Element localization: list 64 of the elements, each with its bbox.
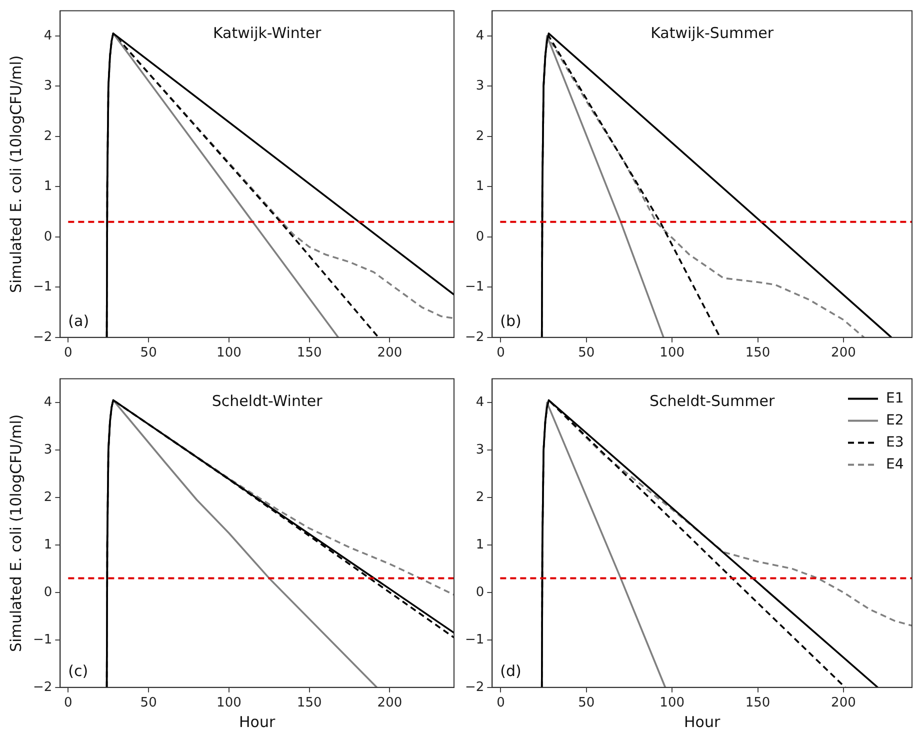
annotation: (a) xyxy=(68,312,90,330)
x-tick-label: 200 xyxy=(831,696,856,711)
x-tick-label: 100 xyxy=(660,346,685,361)
annotation: (c) xyxy=(68,662,88,680)
y-tick-label: −2 xyxy=(464,680,484,695)
y-tick-label: 4 xyxy=(476,394,484,410)
x-tick-label: 200 xyxy=(831,346,856,361)
x-tick-label: 50 xyxy=(140,696,157,711)
legend-label: E4 xyxy=(886,456,904,472)
x-tick-label: 0 xyxy=(64,346,72,361)
text: Katwijk-Summer xyxy=(650,24,774,42)
y-tick-label: 4 xyxy=(476,28,484,44)
y-tick-label: 0 xyxy=(44,229,52,244)
annotation: (d) xyxy=(500,662,522,680)
y-tick-label: 2 xyxy=(44,128,52,144)
annotation: (b) xyxy=(500,312,522,330)
x-tick-label: 0 xyxy=(496,346,505,361)
y-tick-label: −2 xyxy=(32,330,52,345)
x-tick-label: 50 xyxy=(578,346,595,361)
y-tick-label: 2 xyxy=(476,128,484,144)
x-tick-label: 150 xyxy=(745,346,770,361)
y-tick-label: 4 xyxy=(44,394,52,410)
y-tick-label: −2 xyxy=(32,680,52,695)
x-tick-label: 150 xyxy=(296,696,322,711)
text: Scheldt-Summer xyxy=(650,392,776,410)
x-tick-label: 150 xyxy=(745,696,770,711)
x-axis-title: Hour xyxy=(684,712,721,731)
y-tick-label: 0 xyxy=(44,584,52,600)
y-tick-label: 3 xyxy=(44,78,52,94)
x-tick-label: 100 xyxy=(216,346,242,361)
text: Katwijk-Winter xyxy=(212,24,322,42)
x-tick-label: 50 xyxy=(578,696,595,711)
legend-label: E1 xyxy=(886,390,904,406)
legend-label: E3 xyxy=(886,434,904,450)
x-tick-label: 100 xyxy=(216,696,242,711)
x-tick-label: 0 xyxy=(496,696,505,711)
y-axis-title: Simulated E. coli (10logCFU/ml) xyxy=(6,414,25,652)
x-axis-title: Hour xyxy=(239,712,276,731)
x-tick-label: 0 xyxy=(64,696,72,711)
x-tick-label: 200 xyxy=(377,346,402,361)
y-tick-label: −2 xyxy=(464,330,484,345)
y-axis-title: Simulated E. coli (10logCFU/ml) xyxy=(6,55,25,293)
x-tick-label: 100 xyxy=(660,696,685,711)
y-tick-label: 0 xyxy=(476,584,484,600)
y-tick-label: 2 xyxy=(476,490,484,505)
y-tick-label: 3 xyxy=(476,442,484,458)
x-tick-label: 150 xyxy=(296,346,322,361)
y-tick-label: −1 xyxy=(464,632,484,648)
y-tick-label: 1 xyxy=(44,179,52,194)
y-tick-label: −1 xyxy=(32,632,52,648)
y-tick-label: 4 xyxy=(44,28,52,44)
y-tick-label: 2 xyxy=(44,490,52,505)
legend-label: E2 xyxy=(886,412,904,428)
y-tick-label: −1 xyxy=(464,280,484,295)
y-tick-label: 1 xyxy=(44,537,52,552)
y-tick-label: 1 xyxy=(476,179,484,194)
y-tick-label: 3 xyxy=(476,78,484,94)
text: Scheldt-Winter xyxy=(212,392,324,410)
y-tick-label: 3 xyxy=(44,442,52,458)
y-tick-label: −1 xyxy=(32,280,52,295)
y-tick-label: 1 xyxy=(476,537,484,552)
y-tick-label: 0 xyxy=(476,229,484,244)
x-tick-label: 200 xyxy=(377,696,402,711)
x-tick-label: 50 xyxy=(140,346,157,361)
